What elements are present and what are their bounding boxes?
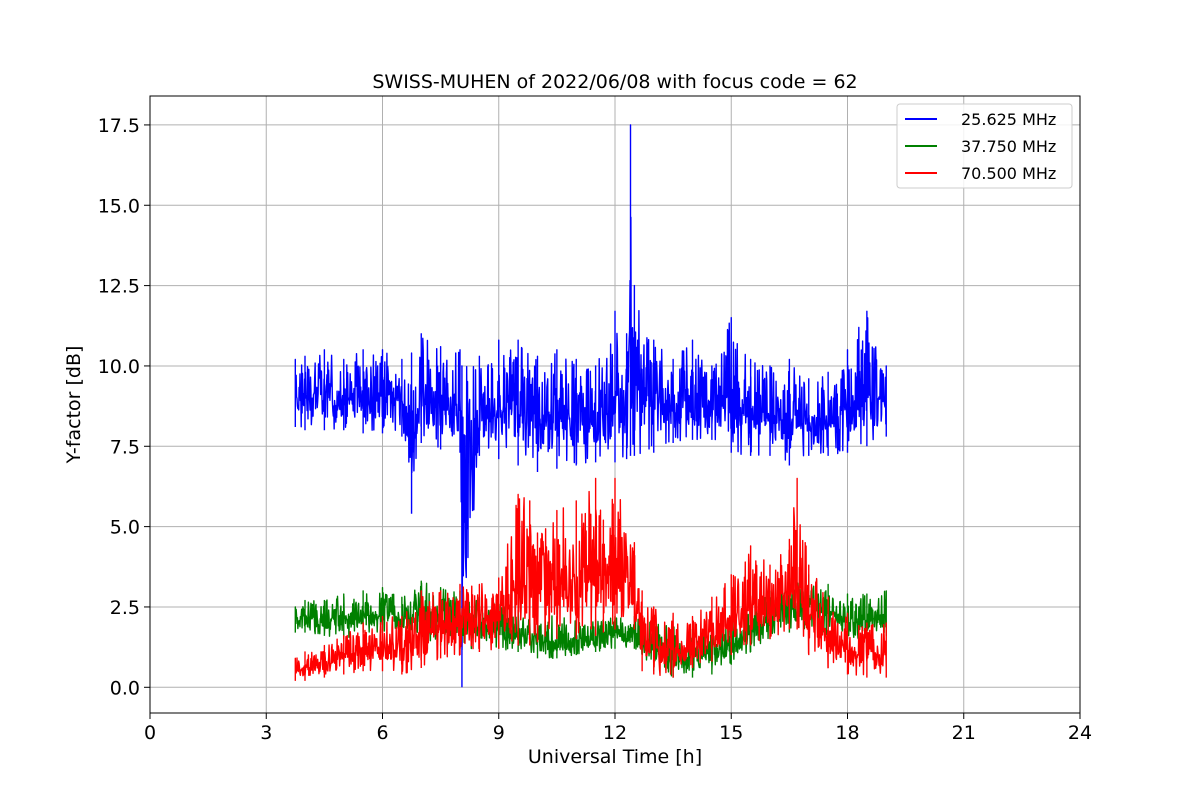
y-axis-label: Y-factor [dB] <box>63 346 85 465</box>
y-tick-label: 15.0 <box>98 195 140 217</box>
x-tick-label: 9 <box>493 722 505 744</box>
x-tick-label: 24 <box>1068 722 1092 744</box>
legend-entry-1: 25.625 MHz <box>961 110 1056 129</box>
y-tick-label: 7.5 <box>110 436 140 458</box>
legend-entry-2: 37.750 MHz <box>961 137 1056 156</box>
y-tick-label: 17.5 <box>98 115 140 137</box>
series-line-3 <box>294 477 887 681</box>
y-tick-label: 5.0 <box>110 517 140 539</box>
y-tick-label: 2.5 <box>110 597 140 619</box>
legend-box <box>896 103 1073 189</box>
x-tick-label: 0 <box>144 722 156 744</box>
x-tick-label: 3 <box>260 722 272 744</box>
legend: 25.625 MHz 37.750 MHz 70.500 MHz <box>896 103 1073 189</box>
tick-layer: 0 3 6 9 12 15 18 21 24 0.0 2.5 5.0 7.5 10.0 12.5 15.0 17… <box>98 115 1092 744</box>
x-tick-label: 21 <box>952 722 976 744</box>
x-axis-label: Universal Time [h] <box>528 746 702 768</box>
legend-entry-3: 70.500 MHz <box>961 164 1056 183</box>
y-tick-label: 0.0 <box>110 677 140 699</box>
x-tick-label: 18 <box>835 722 859 744</box>
series-line-1 <box>294 124 887 688</box>
y-tick-label: 12.5 <box>98 276 140 298</box>
x-tick-label: 12 <box>603 722 627 744</box>
series-layer <box>294 124 887 688</box>
chart-title: SWISS-MUHEN of 2022/06/08 with focus cod… <box>372 71 857 93</box>
y-tick-label: 10.0 <box>98 356 140 378</box>
x-tick-label: 15 <box>719 722 743 744</box>
x-tick-label: 6 <box>376 722 388 744</box>
